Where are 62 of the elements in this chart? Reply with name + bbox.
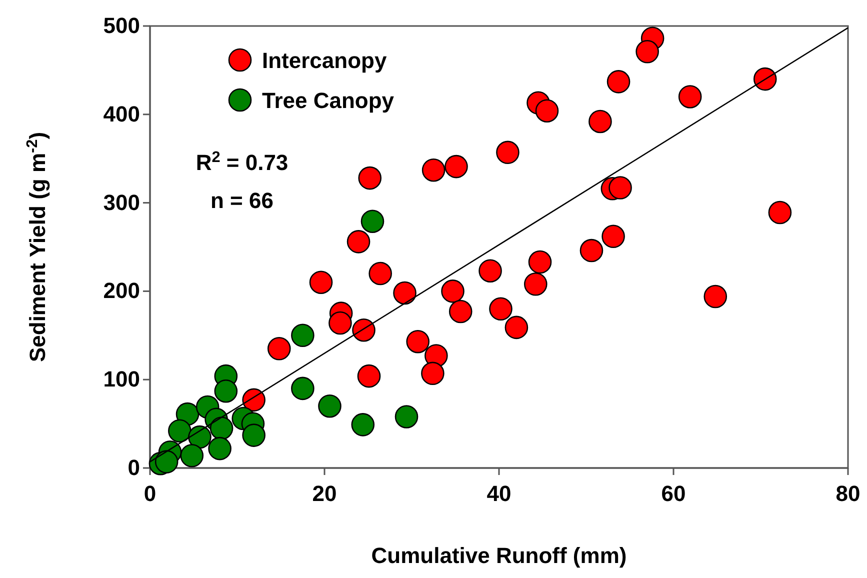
x-tick-label: 60	[661, 481, 686, 506]
x-tick-label: 0	[144, 481, 156, 506]
point	[489, 297, 512, 321]
point	[328, 311, 352, 335]
point	[393, 281, 416, 305]
point	[448, 300, 472, 324]
point	[580, 238, 604, 262]
y-tick-label: 500	[103, 13, 140, 38]
point	[214, 379, 238, 403]
point	[208, 436, 232, 460]
y-tick-label: 400	[103, 101, 140, 126]
x-tick-label: 20	[312, 481, 337, 506]
point	[154, 450, 178, 474]
point	[368, 262, 392, 286]
point	[358, 166, 382, 190]
point	[768, 200, 792, 224]
point	[421, 362, 444, 386]
annotation: n = 66	[210, 188, 274, 213]
point	[351, 413, 375, 436]
point	[441, 280, 464, 303]
point	[444, 154, 468, 178]
annotation: R$^{2}$ = 0.73	[196, 148, 288, 175]
point	[357, 364, 381, 388]
point	[267, 337, 291, 360]
x-axis-title: Cumulative Runoff (mm)	[371, 543, 627, 568]
point	[168, 419, 192, 442]
point	[180, 444, 204, 468]
x-tick-label: 80	[836, 481, 860, 506]
point	[242, 388, 266, 412]
point	[636, 40, 659, 64]
point	[406, 330, 430, 354]
point	[291, 376, 314, 400]
point	[608, 176, 632, 200]
point	[496, 140, 520, 164]
point	[360, 210, 384, 233]
point	[422, 158, 446, 182]
y-tick-label: 300	[103, 190, 140, 215]
y-tick-label: 100	[103, 366, 140, 392]
point	[504, 316, 528, 340]
point	[606, 70, 630, 94]
point	[588, 110, 612, 134]
y-tick-label: 0	[128, 455, 140, 480]
legend-label: Intercanopy	[262, 48, 388, 73]
y-tick-label: 200	[103, 278, 140, 304]
point	[535, 99, 559, 122]
point	[291, 324, 314, 348]
point	[704, 284, 728, 308]
point	[309, 270, 333, 294]
point	[318, 394, 342, 418]
point	[524, 272, 548, 296]
point	[394, 405, 418, 428]
point	[528, 250, 552, 274]
point	[210, 416, 234, 440]
point	[346, 230, 370, 254]
point	[352, 318, 376, 342]
point	[602, 224, 625, 248]
point	[242, 424, 266, 447]
point	[753, 67, 777, 91]
legend-label: Tree Canopy	[262, 88, 395, 113]
x-tick-label: 40	[486, 481, 512, 506]
point	[478, 259, 502, 282]
point	[678, 85, 702, 108]
